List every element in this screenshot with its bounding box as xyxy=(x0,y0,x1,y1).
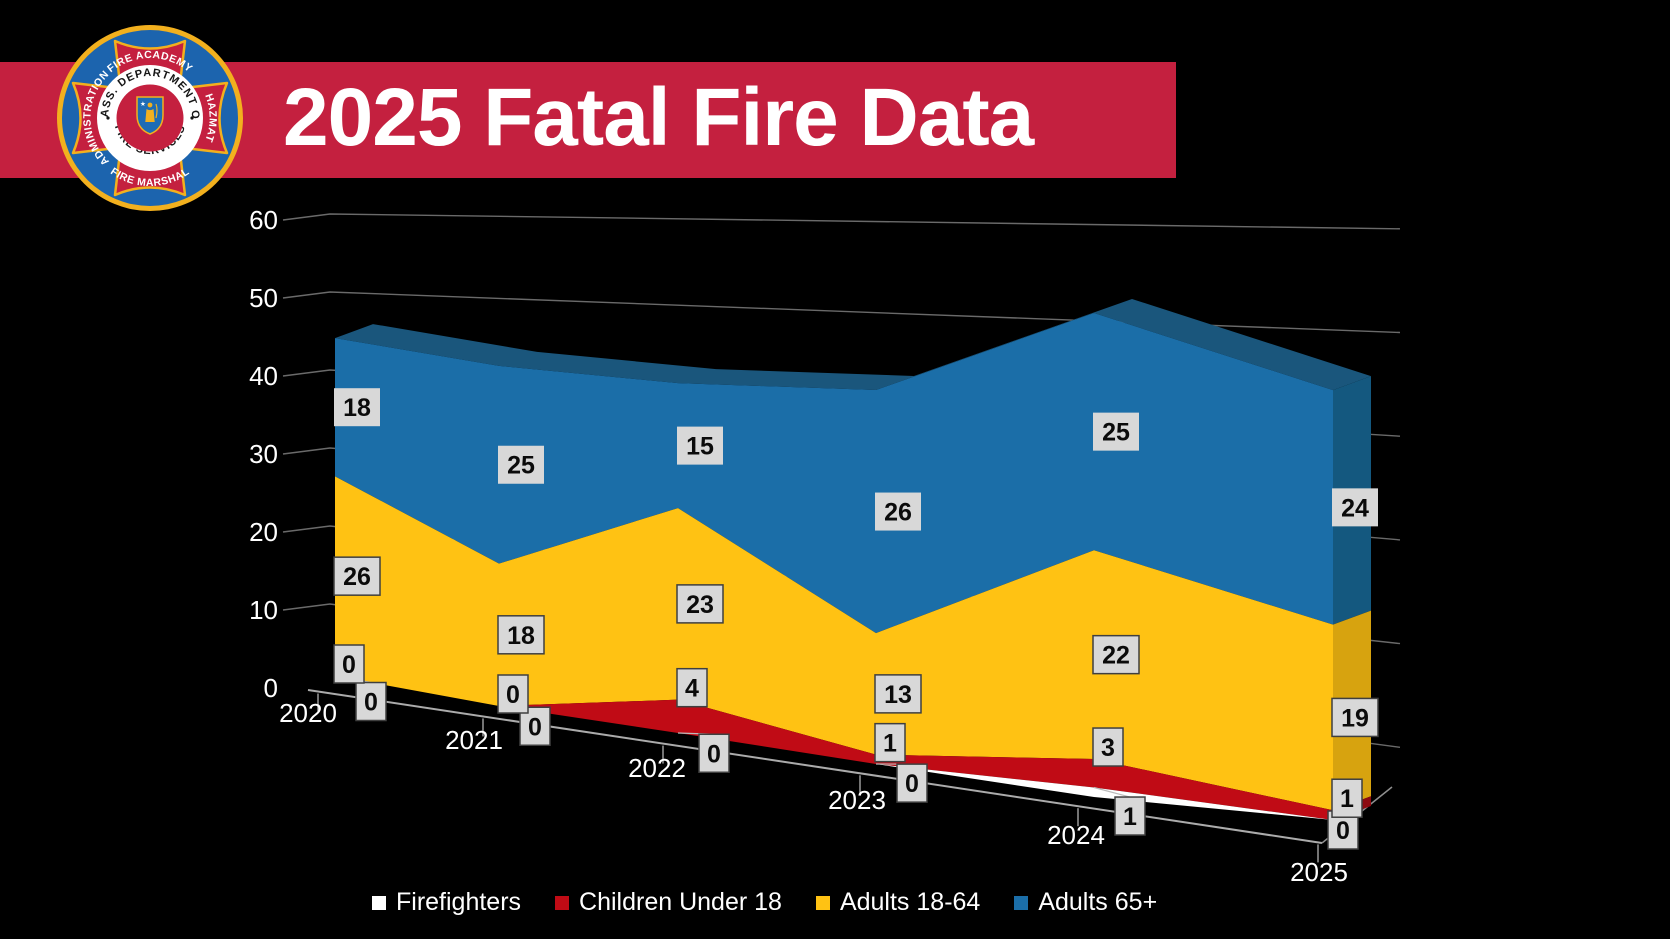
data-label-2025-adults-65: 24 xyxy=(1332,488,1378,527)
seal-separator-dot xyxy=(190,116,194,120)
data-label-2021-adults-65: 25 xyxy=(498,445,544,484)
y-axis-tick-label: 60 xyxy=(249,205,278,235)
seal-shield-figure xyxy=(145,102,158,122)
y-axis-tick-label: 30 xyxy=(249,439,278,469)
data-label-2024-firefighters: 1 xyxy=(1114,796,1146,836)
data-label-2023-adults-65: 26 xyxy=(875,492,921,531)
data-label-2021-children-under-18: 0 xyxy=(497,674,529,714)
x-axis-label-2022: 2022 xyxy=(628,753,686,783)
seal-shield-star: ★ xyxy=(140,100,146,108)
svg-text:15: 15 xyxy=(686,433,714,461)
svg-text:0: 0 xyxy=(506,681,520,709)
svg-text:4: 4 xyxy=(685,675,699,703)
series-area-adults-18-64 xyxy=(335,476,1333,811)
x-axis-label-2024: 2024 xyxy=(1047,820,1105,850)
svg-text:25: 25 xyxy=(1102,419,1130,447)
chart-legend: Firefighters Children Under 18 Adults 18-6… xyxy=(372,888,1157,917)
data-label-2023-children-under-18: 1 xyxy=(874,722,906,763)
svg-text:19: 19 xyxy=(1341,704,1369,732)
svg-text:0: 0 xyxy=(905,770,919,798)
data-label-2023-adults-18-64: 13 xyxy=(874,674,922,714)
svg-text:1: 1 xyxy=(1123,803,1137,831)
svg-text:HAZMAT: HAZMAT xyxy=(202,92,218,144)
data-label-2024-adults-65: 25 xyxy=(1093,412,1139,451)
svg-text:0: 0 xyxy=(364,689,378,717)
data-label-leader xyxy=(1093,786,1131,798)
data-label-2020-firefighters: 0 xyxy=(355,681,387,722)
svg-text:22: 22 xyxy=(1102,642,1130,670)
data-label-2023-firefighters: 0 xyxy=(896,763,928,803)
svg-text:0: 0 xyxy=(528,713,542,741)
svg-text:18: 18 xyxy=(343,394,371,422)
data-label-2022-adults-18-64: 23 xyxy=(676,584,724,624)
svg-text:0: 0 xyxy=(707,740,721,768)
gridline xyxy=(282,213,1401,230)
y-axis-tick-label: 0 xyxy=(264,673,278,703)
x-axis-label-2020: 2020 xyxy=(279,698,337,728)
y-axis-tick-label: 10 xyxy=(249,595,278,625)
data-label-2020-children-under-18: 0 xyxy=(333,644,365,684)
data-label-2021-adults-18-64: 18 xyxy=(497,615,545,655)
legend-item-firefighters: Firefighters xyxy=(372,888,521,917)
data-label-2020-adults-65: 18 xyxy=(334,388,380,427)
svg-text:24: 24 xyxy=(1341,494,1369,522)
y-axis-tick-label: 40 xyxy=(249,361,278,391)
series-area-children-under-18 xyxy=(335,676,1333,820)
legend-label: Firefighters xyxy=(396,888,522,916)
legend-label: Adults 18-64 xyxy=(839,888,981,916)
mass-dfs-seal: FIRE ACADEMY HAZMAT FIRE MARSHAL ADMINIS… xyxy=(56,24,243,211)
data-label-2025-children-under-18: 1 xyxy=(1331,778,1363,818)
legend-item-children-under-18: Children Under 18 xyxy=(555,888,782,917)
legend-swatch-children-under-18 xyxy=(555,895,570,910)
svg-text:1: 1 xyxy=(883,730,897,758)
series-area-adults-65 xyxy=(335,313,1333,634)
svg-text:25: 25 xyxy=(507,452,535,480)
svg-text:23: 23 xyxy=(686,591,714,619)
seal-separator-dot xyxy=(106,116,110,120)
y-axis-tick-label: 50 xyxy=(249,283,278,313)
svg-text:0: 0 xyxy=(342,651,356,679)
svg-text:26: 26 xyxy=(343,563,371,591)
data-label-2022-adults-65: 15 xyxy=(677,426,723,465)
legend-swatch-adults-18-64 xyxy=(815,895,830,910)
data-label-2020-adults-18-64: 26 xyxy=(333,556,381,596)
gridline xyxy=(282,291,1401,334)
x-axis-label-2021: 2021 xyxy=(445,725,503,755)
svg-text:1: 1 xyxy=(1340,785,1354,813)
legend-label: Adults 65+ xyxy=(1038,888,1158,916)
data-label-2022-firefighters: 0 xyxy=(698,733,730,774)
data-label-2021-firefighters: 0 xyxy=(519,706,551,747)
x-axis-label-2023: 2023 xyxy=(828,785,886,815)
x-axis-line xyxy=(307,689,1323,844)
svg-text:18: 18 xyxy=(507,622,535,650)
legend-swatch-firefighters xyxy=(372,895,386,910)
data-label-2022-children-under-18: 4 xyxy=(676,667,708,708)
x-axis-label-2025: 2025 xyxy=(1290,857,1348,887)
legend-label: Children Under 18 xyxy=(579,888,782,916)
data-label-2024-children-under-18: 3 xyxy=(1092,727,1124,767)
legend-item-adults-18-64: Adults 18-64 xyxy=(815,888,981,917)
svg-text:13: 13 xyxy=(884,681,912,709)
data-label-2025-adults-18-64: 19 xyxy=(1331,697,1379,738)
seal-arm-right-text: HAZMAT xyxy=(202,92,218,144)
y-axis-tick-label: 20 xyxy=(249,517,278,547)
svg-text:0: 0 xyxy=(1336,817,1350,845)
series-top-face-adults-65 xyxy=(335,299,1371,391)
page-title: 2025 Fatal Fire Data xyxy=(283,72,1034,163)
legend-item-adults-65: Adults 65+ xyxy=(1014,888,1157,917)
svg-text:3: 3 xyxy=(1101,734,1115,762)
legend-swatch-adults-65 xyxy=(1014,895,1029,910)
svg-text:26: 26 xyxy=(884,499,912,527)
data-label-2024-adults-18-64: 22 xyxy=(1092,634,1140,675)
